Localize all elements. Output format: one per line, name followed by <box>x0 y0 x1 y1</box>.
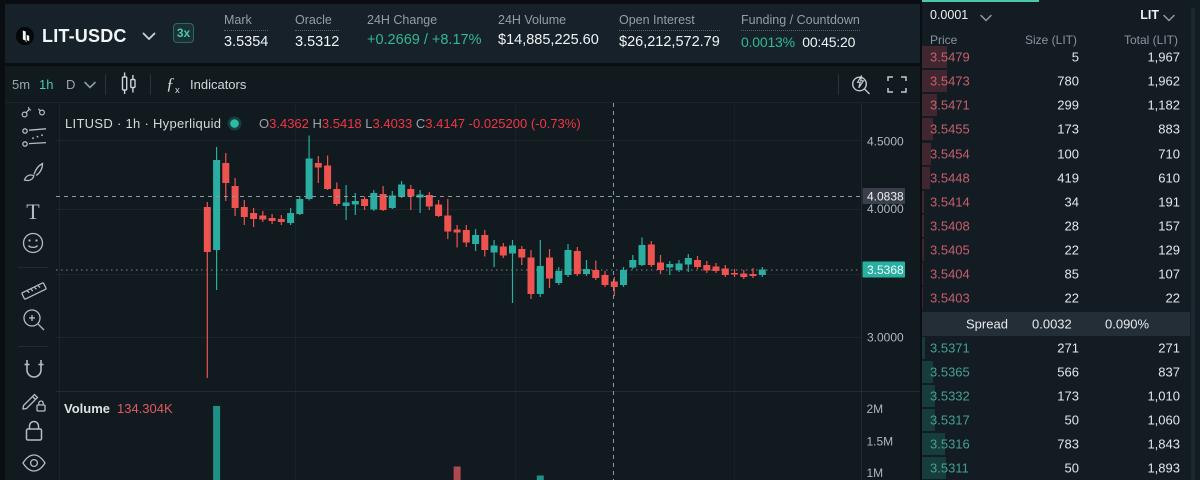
svg-text:LITUSD · 1h · Hyperliquid: LITUSD · 1h · Hyperliquid <box>65 116 221 131</box>
svg-text:3.0000: 3.0000 <box>867 331 904 345</box>
svg-text:4.5000: 4.5000 <box>867 135 904 149</box>
svg-text:4.0000: 4.0000 <box>867 202 904 216</box>
svg-text:T: T <box>26 199 40 224</box>
svg-text:4.0838: 4.0838 <box>867 190 904 204</box>
svg-text:1M: 1M <box>867 466 884 480</box>
svg-text:2M: 2M <box>867 402 884 416</box>
svg-text:1.5M: 1.5M <box>867 435 894 449</box>
svg-text:O3.4362 H3.5418 L3.4033 C3.414: O3.4362 H3.5418 L3.4033 C3.4147 -0.02520… <box>259 116 581 131</box>
svg-text:134.304K: 134.304K <box>117 401 173 416</box>
svg-text:ƒ: ƒ <box>166 74 175 93</box>
svg-text:3.5368: 3.5368 <box>867 263 904 277</box>
svg-text:Volume: Volume <box>64 401 110 416</box>
svg-text:x: x <box>175 85 180 96</box>
